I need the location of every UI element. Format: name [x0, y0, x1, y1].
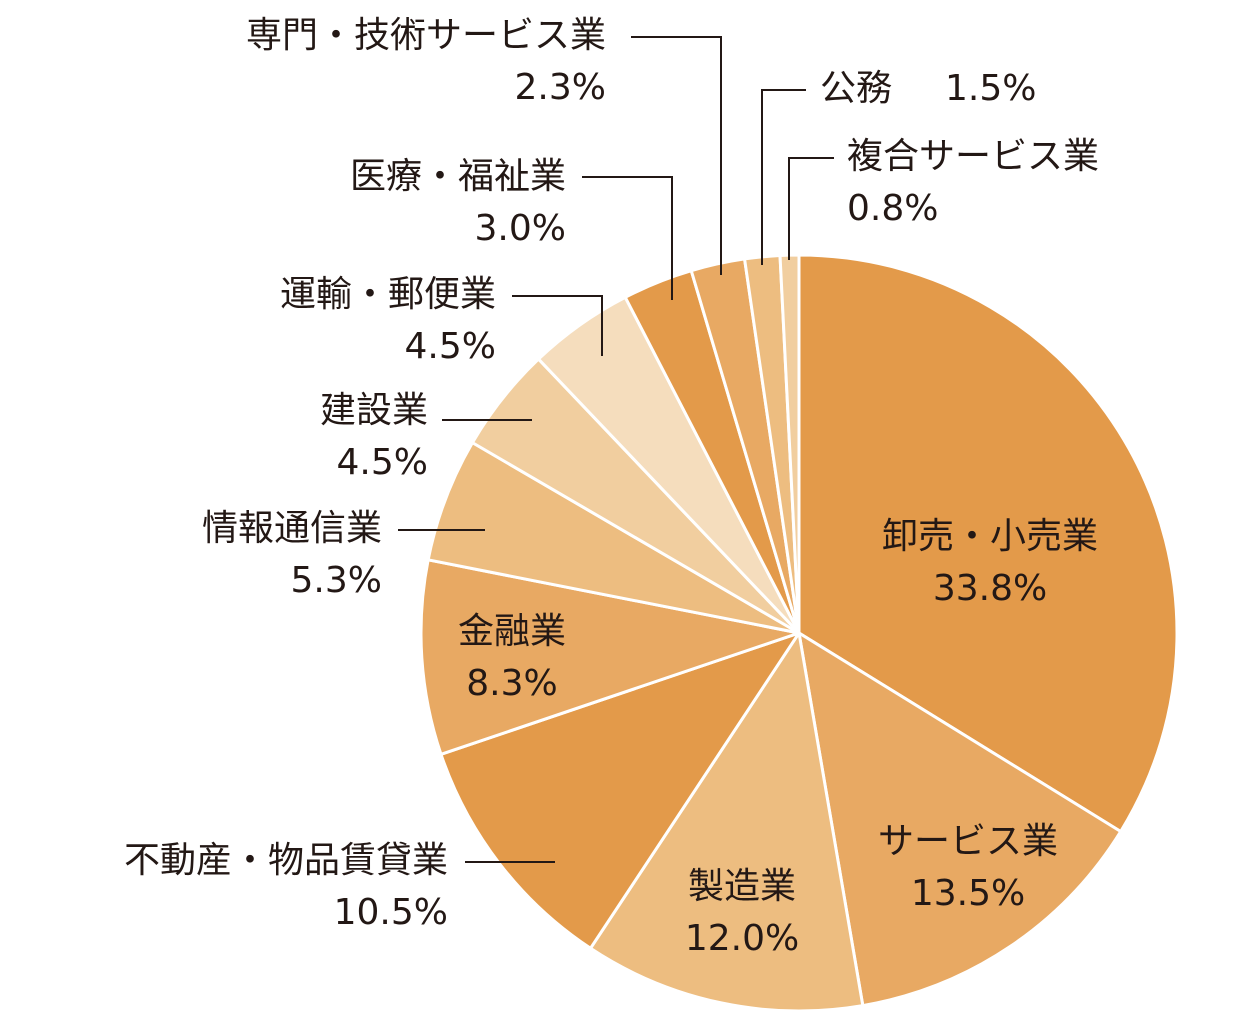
- slice-value-label: 4.5%: [405, 326, 496, 367]
- leader-line: [761, 89, 806, 265]
- leader-line: [631, 36, 722, 275]
- leader-line: [512, 295, 603, 356]
- slice-value-label: 8.3%: [466, 663, 557, 704]
- pie-slice: [419, 558, 801, 756]
- leader-line: [582, 176, 673, 300]
- slice-value-label: 10.5%: [334, 892, 448, 933]
- slice-value-label: 3.0%: [475, 208, 566, 249]
- slice-label: 運輸・郵便業: [280, 274, 496, 315]
- pie-slice: [588, 631, 865, 1013]
- pie-labels: 卸売・小売業 33.8% サービス業 13.5% 製造業 12.0% 不動産・物品賃貸業 10…: [124, 15, 1099, 959]
- slice-label: 金融業: [458, 611, 566, 652]
- leader-line: [788, 157, 834, 260]
- slice-value-label: 0.8%: [847, 188, 938, 229]
- slice-label: サービス業: [878, 821, 1058, 862]
- slice-value-label: 2.3%: [515, 67, 606, 108]
- slice-label: 公務: [820, 68, 892, 109]
- slice-label: 不動産・物品賃貸業: [124, 840, 448, 881]
- slice-label: 医療・福祉業: [350, 156, 566, 197]
- slice-label: 卸売・小売業: [882, 516, 1098, 557]
- slice-value-label: 13.5%: [911, 873, 1025, 914]
- slice-value-label: 1.5%: [945, 68, 1036, 109]
- slice-label: 専門・技術サービス業: [246, 15, 606, 56]
- pie-slice: [797, 631, 1123, 1008]
- slice-label: 情報通信業: [202, 508, 382, 549]
- slice-value-label: 5.3%: [291, 560, 382, 601]
- pie-slice: [439, 631, 801, 950]
- slice-value-label: 33.8%: [933, 568, 1047, 609]
- slice-label: 複合サービス業: [847, 136, 1099, 177]
- pie-slice: [797, 253, 1179, 834]
- slice-value-label: 4.5%: [337, 442, 428, 483]
- slice-label: 建設業: [320, 390, 428, 431]
- slice-value-label: 12.0%: [685, 918, 799, 959]
- slice-label: 製造業: [688, 866, 796, 907]
